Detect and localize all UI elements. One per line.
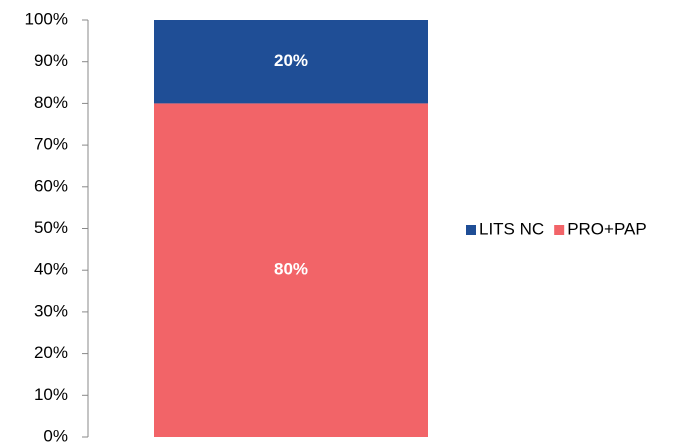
y-tick-label: 70% <box>34 135 68 154</box>
legend-swatch <box>466 225 476 235</box>
y-tick-label: 30% <box>34 301 68 320</box>
bar-segment <box>154 103 428 438</box>
y-tick-label: 80% <box>34 93 68 112</box>
legend-swatch <box>554 225 565 235</box>
y-tick-label: 20% <box>34 343 68 362</box>
legend-label: PRO+PAP <box>567 219 647 238</box>
y-tick-label: 50% <box>34 218 68 237</box>
y-tick-label: 90% <box>34 51 68 70</box>
y-tick-label: 10% <box>34 385 68 404</box>
y-tick-label: 100% <box>25 9 68 28</box>
bar-segment <box>154 20 428 104</box>
value-label: 80% <box>274 260 308 279</box>
y-tick-label: 0% <box>43 426 68 445</box>
y-tick-label: 40% <box>34 260 68 279</box>
value-label: 20% <box>274 51 308 70</box>
legend-label: LITS NC <box>479 219 544 238</box>
y-tick-label: 60% <box>34 176 68 195</box>
